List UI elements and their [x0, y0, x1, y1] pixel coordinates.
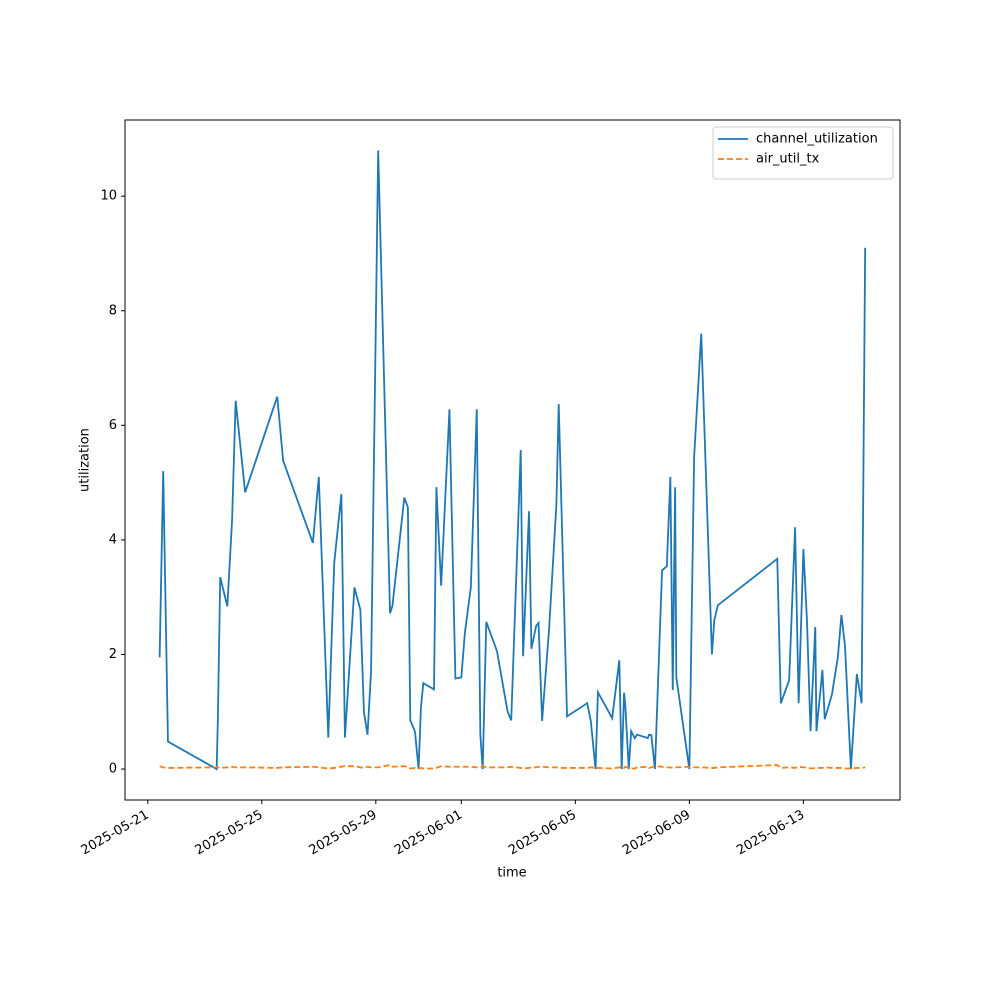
y-tick-label: 6 — [109, 418, 117, 433]
y-tick-label: 0 — [109, 762, 117, 777]
series-line — [158, 150, 867, 771]
plot-frame — [124, 119, 901, 801]
series-line — [159, 764, 866, 770]
y-tick-label: 8 — [109, 303, 117, 318]
legend: channel_utilization air_util_tx — [712, 126, 894, 180]
y-axis-label: utilization — [78, 428, 93, 492]
y-tick-label: 4 — [109, 532, 117, 547]
y-tick-label: 2 — [109, 647, 117, 662]
legend-label: channel_utilization — [756, 132, 878, 147]
legend-box — [712, 126, 894, 180]
legend-label: air_util_tx — [756, 152, 820, 167]
y-tick-label: 10 — [100, 189, 117, 204]
x-axis-label: time — [497, 866, 526, 881]
